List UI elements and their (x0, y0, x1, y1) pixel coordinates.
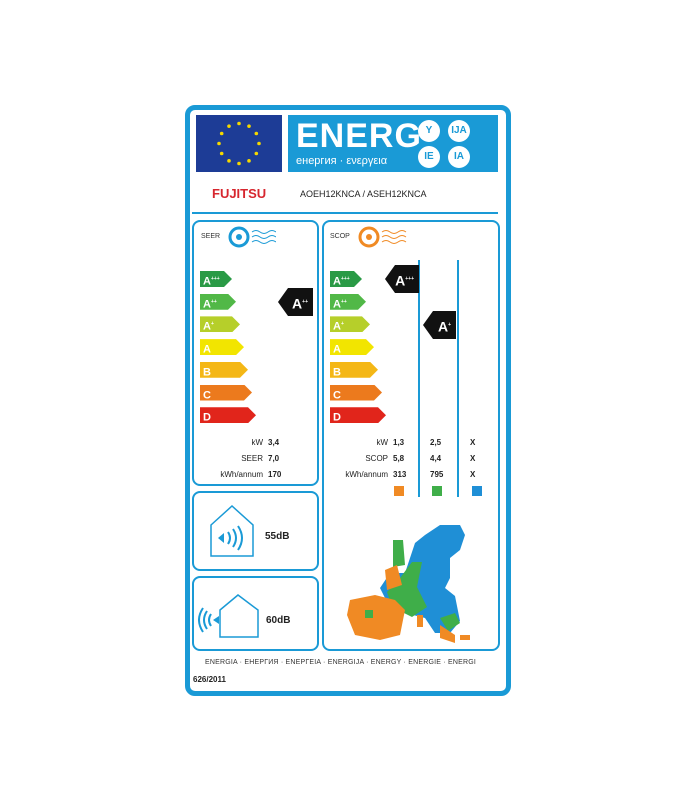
badge: IJA (448, 120, 470, 142)
energy-class-bar: A+++ (200, 271, 232, 287)
europe-climate-map (347, 525, 470, 643)
badge: Y (418, 120, 440, 142)
heating-row-value: 2,5 (430, 438, 442, 447)
brand-logo: FUJITSU (212, 186, 267, 201)
header-title: ENERG (296, 117, 422, 155)
energy-class-bar: A+ (200, 316, 240, 332)
zone-warm-swatch (394, 486, 404, 496)
heating-row-value: 5,8 (393, 454, 405, 463)
outdoor-noise-value: 60dB (266, 615, 291, 626)
zone-divider (457, 260, 459, 497)
cooling-seer-label: SEER (241, 454, 263, 463)
cooling-annual-label: kWh/annum (220, 470, 263, 479)
energy-class-bar: B (200, 362, 248, 378)
zone-average-swatch (432, 486, 442, 496)
heating-row-label: kWh/annum (345, 470, 388, 479)
cooling-annual-value: 170 (268, 470, 282, 479)
heating-panel (322, 220, 500, 651)
heating-row-value: 1,3 (393, 438, 405, 447)
energy-class-bar: B (330, 362, 378, 378)
cooling-kw-value: 3,4 (268, 438, 280, 447)
energy-header: ENERG енергия · ενεργεια Y IJA IE IA (288, 115, 498, 172)
seer-label: SEER (201, 233, 221, 240)
energy-class-bar: C (330, 385, 382, 401)
heating-row-value: 795 (430, 470, 444, 479)
scop-label: SCOP (330, 233, 350, 240)
energy-class-bar: A+ (330, 316, 370, 332)
heating-row-label: kW (376, 438, 388, 447)
energy-class-bar: A+++ (330, 271, 362, 287)
outdoor-house-sound-icon (198, 594, 259, 638)
indoor-noise-panel (192, 491, 319, 571)
badge: IE (418, 146, 440, 168)
heating-row-value: X (470, 454, 476, 463)
label-frame (185, 105, 511, 696)
divider (192, 212, 498, 214)
energy-class-bar: A (330, 339, 374, 355)
heating-row-value: X (470, 470, 476, 479)
languages-footer: ENERGIA · ЕНЕРГИЯ · ΕΝΕΡΓΕΙΑ · ENERGIJA … (205, 659, 476, 666)
zone-cold-swatch (472, 486, 482, 496)
energy-class-bar: D (330, 407, 386, 423)
heating-fan-icon (358, 226, 407, 248)
outdoor-noise-panel (192, 576, 319, 651)
energy-class-bar: C (200, 385, 252, 401)
indoor-noise-value: 55dB (265, 531, 290, 542)
regulation-number: 626/2011 (193, 675, 226, 684)
badge: IA (448, 146, 470, 168)
energy-class-bar: A++ (330, 294, 366, 310)
energy-class-bar: A (200, 339, 244, 355)
indoor-house-sound-icon (210, 504, 254, 557)
energy-class-bar: A++ (200, 294, 236, 310)
zone-divider (418, 260, 420, 497)
cooling-fan-icon (228, 226, 276, 248)
energy-class-bar: D (200, 407, 256, 423)
heating-row-value: X (470, 438, 476, 447)
cooling-seer-value: 7,0 (268, 454, 280, 463)
eu-flag (196, 115, 282, 172)
cooling-panel (192, 220, 319, 486)
header-subtitle: енергия · ενεργεια (296, 155, 388, 167)
model-number: AOEH12KNCA / ASEH12KNCA (300, 189, 427, 199)
heating-row-value: 313 (393, 470, 407, 479)
heating-row-label: SCOP (365, 454, 388, 463)
cooling-kw-label: kW (251, 438, 263, 447)
eu-stars-icon (217, 121, 261, 166)
heating-row-value: 4,4 (430, 454, 442, 463)
